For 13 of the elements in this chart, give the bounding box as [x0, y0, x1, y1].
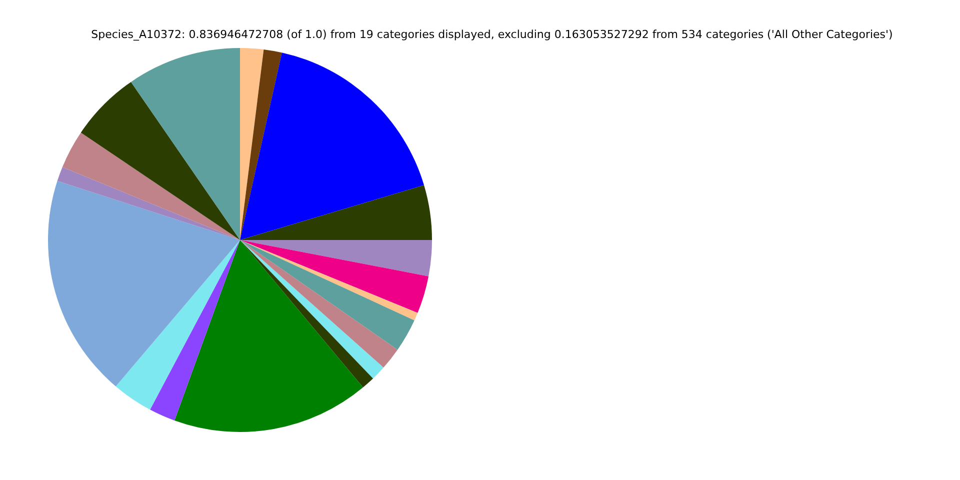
pie-slice	[48, 180, 240, 386]
pie-slice	[150, 240, 240, 420]
text: Species_A10372: 0.836946472708 (of 1.0) from 19 categories displayed, excluding 0.163053527292 from 534 categories ('All Other Categories')	[91, 28, 893, 41]
pie-slice	[62, 132, 240, 240]
pie-slice	[240, 49, 282, 240]
pie-slice	[240, 240, 414, 350]
pie-slice	[240, 52, 424, 240]
pie-slice	[57, 167, 240, 240]
pie-slice	[130, 48, 240, 240]
pie-slice	[240, 240, 398, 368]
pie-slice	[240, 240, 432, 276]
pie-slice	[174, 240, 364, 432]
pie-slice	[240, 48, 264, 240]
